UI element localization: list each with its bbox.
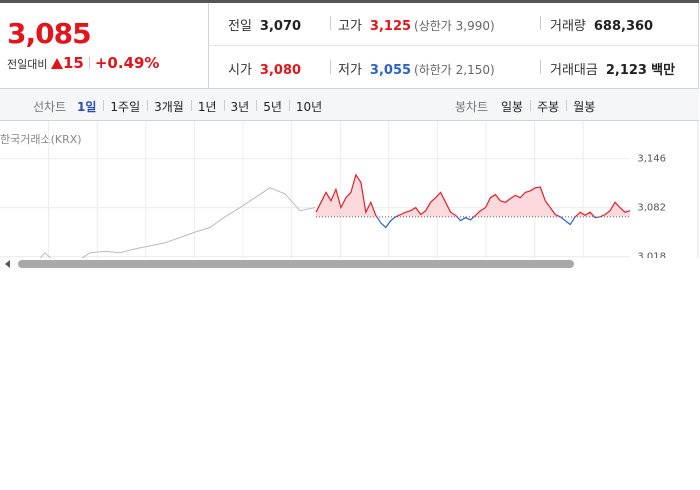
stat-note: (하한가 2,150) [414,63,495,77]
scrollbar-thumb[interactable] [18,260,574,268]
change-rate: +0.49% [94,54,160,72]
stat-value: 3,070 [259,19,302,34]
stat-label: 전일 [228,19,252,34]
price-area [316,174,630,217]
summary: 3,085 전일대비 15 +0.49% 전일 3,070 고가 3,125 (상한가 … [0,3,699,89]
y-tick-label: 3,082 [637,203,666,214]
tab-group-label: 선차트 [33,100,67,114]
change-label: 전일대비 [7,58,48,71]
stat-value: 3,080 [259,63,302,78]
tab-group-label: 봉차트 [455,100,489,114]
period-tab[interactable]: 3년 [230,100,250,114]
price-line [39,187,316,258]
stat-label: 고가 [338,19,362,34]
stat-value: 688,360 [593,19,654,34]
change-value: 15 [62,54,84,72]
period-tab[interactable]: 3개월 [154,100,184,114]
chart: 한국거래소(KRX) 3,146 3,082 3,018 [0,121,699,271]
y-tick-label: 3,146 [637,154,666,165]
stat: 저가 3,055 (하한가 2,150) [338,59,495,78]
price-line-up [315,173,631,217]
period-tab[interactable]: 5년 [263,100,282,114]
stat-label: 저가 [338,63,362,78]
stock-widget: 3,085 전일대비 15 +0.49% 전일 3,070 고가 3,125 (상한가 … [0,0,699,268]
stat-label: 시가 [228,63,252,78]
stat: 고가 3,125 (상한가 3,990) [338,15,495,34]
stat: 시가 3,080 [228,59,301,78]
period-tab[interactable]: 1주일 [110,100,141,114]
scroll-left[interactable] [5,260,10,268]
stat: 거래대금 2,123 백만 [550,59,675,78]
stat: 전일 3,070 [228,15,301,34]
period-tabs: 선차트 봉차트 1일 1주일 3개월 1년 3년 5년 10년 일봉 주봉 월봉 [0,89,699,121]
change: 전일대비 15 +0.49% [7,54,159,72]
period-tab[interactable]: 10년 [295,100,323,114]
period-tab[interactable]: 일봉 [501,100,524,114]
stat-label: 거래대금 [550,63,598,78]
up-arrow [50,58,63,69]
period-tab[interactable]: 월봉 [573,100,596,114]
stat-label: 거래량 [550,19,586,34]
period-tab[interactable]: 주봉 [537,100,560,114]
y-tick-label: 3,018 [637,252,666,263]
source: 한국거래소(KRX) [0,133,82,146]
period-tab[interactable]: 1년 [197,100,217,114]
stat-note: (상한가 3,990) [414,19,495,33]
price-line-down [376,216,602,229]
stat-unit: 백만 [651,63,676,78]
stat-value: 2,123 [605,63,647,78]
stat-value: 3,125 [369,19,412,34]
stat: 거래량 688,360 [550,15,653,34]
price: 3,085 [7,17,92,50]
stat-value: 3,055 [369,63,412,78]
period-tab[interactable]: 1일 [77,100,97,114]
price-box: 3,085 전일대비 15 +0.49% [0,3,209,88]
